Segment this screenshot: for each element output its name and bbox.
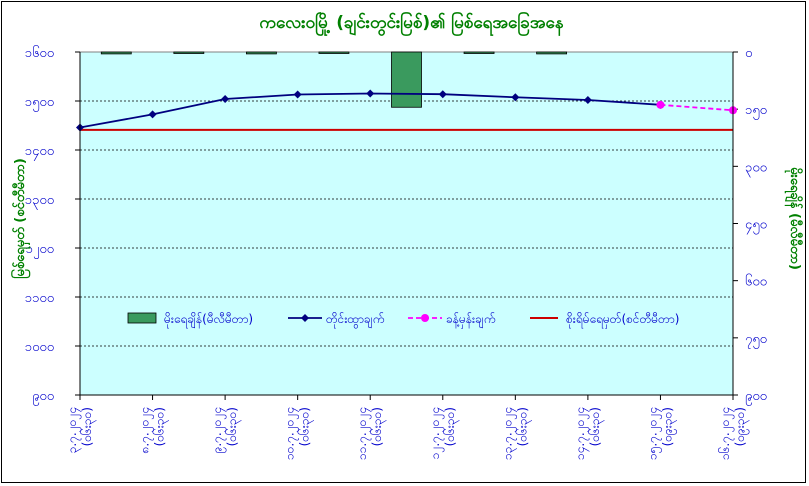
y-tick-label-right: ၇၅၀	[745, 332, 767, 349]
x-tick-label: ၁၅.၇.၂၀၂၄ (၀၉း၃၀)	[645, 407, 677, 460]
x-tick-label: ၁၀.၇.၂၀၂၄ (၀၆း၃၀)	[283, 407, 315, 460]
y-axis-label-right: မိုးရေချိန် (မီလီမီတာ)	[784, 167, 804, 270]
x-tick-time: (၀၆း၃၀)	[587, 407, 605, 446]
x-tick-date: ၁၄.၇.၂၀၂၄	[573, 407, 590, 460]
y-tick-label-right: ၁၅၀	[745, 103, 767, 120]
y-tick-label-left: ၁၅၀၀	[25, 95, 54, 112]
rain-bar	[536, 51, 568, 55]
y-tick-label-right: ၉၀၀	[745, 389, 767, 406]
observed-point	[221, 94, 230, 103]
x-tick-date: ၁၃.၇.၂၀၂၄	[500, 407, 517, 460]
x-tick-date: ၁၅.၇.၂၀၂၄	[645, 407, 662, 460]
observed-point	[293, 90, 302, 99]
x-tick-label: ၈.၇.၂၀၂၄ (၀၆း၃၀)	[138, 407, 170, 454]
plot-area	[79, 51, 734, 396]
x-tick-time: (၀၆း၃၀)	[224, 407, 242, 446]
y-tick-label-right: ၀	[745, 46, 752, 61]
x-tick-date: ၁၆.၇.၂၀၂၄	[717, 407, 735, 460]
observed-point	[148, 110, 157, 119]
x-tick-date: ၁၂.၇.၂၀၂၄	[428, 407, 445, 459]
x-tick-time: (၀၉း၃၀)	[733, 407, 750, 446]
x-tick-date: ၉.၇.၂၀၂၄	[210, 407, 227, 453]
forecast-point	[656, 100, 665, 109]
y-tick-label-right: ၃၀၀	[745, 160, 767, 177]
legend-marker-forecast	[421, 314, 429, 322]
x-tick-label: ၃.၇.၂၀၂၄ (၀၆း၃၀)	[65, 407, 97, 453]
y-tick-label-left: ၁၄၀၀	[25, 144, 54, 161]
y-tick-label-left: ၉၀၀	[32, 389, 54, 406]
y-tick-label-right: ၄၅၀	[745, 218, 767, 235]
rain-bar	[318, 51, 350, 54]
x-tick-time: (၀၆း၃၀)	[514, 407, 532, 446]
legend-swatch-rain	[127, 312, 157, 324]
legend-label: တိုင်းထွာချက်	[326, 311, 384, 329]
y-tick-label-left: ၁၀၀၀	[25, 340, 54, 355]
x-tick-label: ၁၃.၇.၂၀၂၄ (၀၆း၃၀)	[500, 407, 532, 460]
rain-bar	[391, 51, 422, 108]
y-axis-label-left: မြစ်ရေမှတ် (စင်တီမီတာ)	[10, 158, 31, 279]
forecast-line	[660, 103, 734, 112]
y-tick-label-left: ၁၃၀၀	[25, 193, 54, 210]
x-tick-time: (၀၆း၃၀)	[79, 407, 97, 446]
x-tick-label: ၁၆.၇.၂၀၂၄ (၀၉း၃၀)	[717, 407, 750, 460]
x-tick-label: ၁၂.၇.၂၀၂၄ (၀၆း၃၀)	[428, 407, 460, 459]
x-tick-time: (၀၆း၃၀)	[442, 407, 460, 446]
chart-title: ကလေးဝမြို့ (ချင်းတွင်းမြစ်)၏ မြစ်ရေအခြေအ…	[259, 10, 563, 37]
observed-point	[511, 93, 520, 102]
rain-bar	[100, 51, 132, 55]
x-tick-time: (၀၆း၃၀)	[152, 407, 170, 446]
x-tick-time: (၀၆း၃၀)	[297, 407, 315, 446]
legend-marker-observed	[301, 314, 309, 322]
x-tick-label: ၉.၇.၂၀၂၄ (၀၆း၃၀)	[210, 407, 242, 453]
legend-label: မိုးရေချိန်(မီလီမီတာ)	[164, 311, 253, 329]
legend-label: စိုးရိမ်ရေမှတ်(စင်တီမီတာ)	[566, 311, 679, 329]
x-tick-time: (၀၉း၃၀)	[660, 407, 677, 446]
observed-point	[438, 90, 447, 99]
y-tick-label-left: ၁၁၀၀	[25, 291, 54, 306]
x-tick-time: (၀၆း၃၀)	[369, 407, 387, 446]
legend-label: ခန့်မှန်းချက်	[446, 311, 495, 329]
rain-bar	[245, 51, 277, 55]
y-tick-label-left: ၁၆၀၀	[25, 45, 54, 61]
x-tick-date: ၁၀.၇.၂၀၂၄	[283, 407, 300, 460]
x-tick-label: ၁၁.၇.၂၀၂၄ (၀၆း၃၀)	[355, 407, 387, 460]
x-tick-date: ၁၁.၇.၂၀၂၄	[355, 407, 372, 460]
observed-point	[366, 89, 375, 98]
observed-point	[583, 96, 592, 105]
x-tick-label: ၁၄.၇.၂၀၂၄ (၀၆း၃၀)	[573, 407, 605, 460]
x-tick-date: ၃.၇.၂၀၂၄	[65, 407, 82, 453]
y-tick-label-right: ၆၀၀	[745, 274, 767, 290]
rain-bar	[463, 51, 495, 54]
x-tick-date: ၈.၇.၂၀၂၄	[138, 407, 155, 454]
y-tick-label-left: ၁၂၀၀	[26, 242, 54, 259]
rain-bar	[173, 51, 205, 54]
